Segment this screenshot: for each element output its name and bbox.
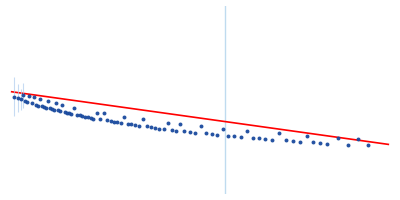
- Point: [36, 98, 43, 101]
- Point: [144, 125, 150, 128]
- Point: [61, 110, 68, 113]
- Point: [82, 115, 88, 118]
- Point: [164, 121, 171, 125]
- Point: [237, 135, 244, 139]
- Point: [100, 112, 107, 115]
- Point: [208, 133, 215, 136]
- Point: [250, 136, 256, 139]
- Point: [63, 111, 70, 114]
- Point: [118, 121, 124, 125]
- Point: [186, 130, 193, 134]
- Point: [30, 96, 37, 99]
- Point: [14, 96, 21, 100]
- Point: [140, 118, 146, 121]
- Point: [88, 117, 94, 120]
- Point: [256, 137, 262, 140]
- Point: [310, 141, 317, 144]
- Point: [290, 139, 296, 143]
- Point: [124, 122, 131, 125]
- Point: [11, 95, 18, 98]
- Point: [296, 140, 303, 143]
- Point: [136, 124, 142, 127]
- Point: [24, 100, 30, 104]
- Point: [97, 118, 104, 121]
- Point: [114, 121, 121, 124]
- Point: [303, 134, 310, 137]
- Point: [244, 129, 250, 132]
- Point: [148, 126, 154, 129]
- Point: [132, 123, 138, 127]
- Point: [365, 144, 372, 147]
- Point: [276, 132, 282, 135]
- Point: [231, 135, 238, 138]
- Point: [51, 108, 58, 111]
- Point: [53, 102, 60, 105]
- Point: [49, 107, 55, 111]
- Point: [334, 136, 341, 139]
- Point: [345, 143, 351, 146]
- Point: [177, 123, 183, 126]
- Point: [317, 142, 324, 145]
- Point: [225, 134, 231, 137]
- Point: [90, 117, 97, 120]
- Point: [269, 138, 276, 141]
- Point: [43, 106, 49, 109]
- Point: [203, 132, 209, 135]
- Point: [283, 139, 289, 142]
- Point: [220, 127, 226, 130]
- Point: [324, 142, 330, 145]
- Point: [55, 109, 62, 112]
- Point: [111, 120, 117, 123]
- Point: [152, 126, 158, 129]
- Point: [214, 133, 220, 136]
- Point: [107, 119, 114, 122]
- Point: [160, 128, 167, 131]
- Point: [47, 107, 53, 110]
- Point: [71, 106, 77, 109]
- Point: [39, 105, 45, 108]
- Point: [181, 130, 187, 133]
- Point: [41, 105, 47, 109]
- Point: [18, 98, 24, 101]
- Point: [121, 115, 128, 118]
- Point: [169, 128, 175, 132]
- Point: [57, 110, 64, 113]
- Point: [22, 99, 28, 102]
- Point: [26, 94, 33, 97]
- Point: [173, 129, 179, 132]
- Point: [79, 114, 86, 118]
- Point: [262, 137, 268, 141]
- Point: [68, 112, 74, 116]
- Point: [355, 137, 361, 141]
- Point: [128, 123, 134, 126]
- Point: [94, 111, 100, 114]
- Point: [192, 131, 198, 134]
- Point: [156, 127, 163, 130]
- Point: [34, 104, 41, 107]
- Point: [59, 103, 66, 106]
- Point: [198, 125, 204, 128]
- Point: [32, 103, 39, 106]
- Point: [66, 112, 72, 115]
- Point: [28, 102, 35, 105]
- Point: [104, 119, 110, 122]
- Point: [45, 100, 51, 103]
- Point: [76, 114, 83, 117]
- Point: [85, 116, 91, 119]
- Point: [74, 113, 80, 116]
- Point: [20, 94, 26, 97]
